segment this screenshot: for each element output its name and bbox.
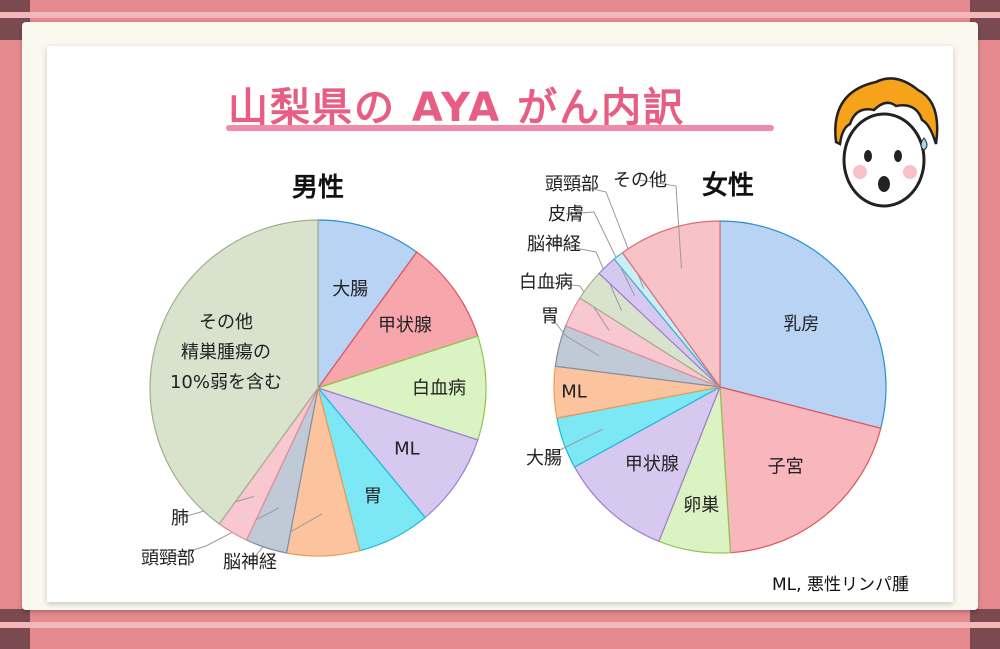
pie-slice [316, 386, 479, 519]
page-title: 山梨県の AYA がん内訳 [228, 85, 686, 131]
slice-label: 白血病 [519, 272, 573, 293]
slice-label: 胃 [541, 306, 559, 327]
leader-line [543, 428, 604, 459]
slice-label: 甲状腺 [625, 454, 679, 475]
female-chart-title: 女性 [702, 170, 754, 201]
title-underline [226, 125, 774, 131]
slice-label: 皮膚 [548, 204, 584, 225]
corner-decoration [970, 609, 1000, 649]
pie-slice [149, 219, 319, 525]
slice-label: 子宮 [768, 456, 804, 477]
slice-label: 大腸 [332, 279, 368, 300]
slice-label: 甲状腺 [378, 315, 432, 336]
top-stripe [0, 12, 1000, 18]
pie-slice [621, 220, 721, 389]
slice-label: ML [394, 438, 420, 459]
pie-slice [316, 251, 479, 390]
leader-line [639, 179, 682, 269]
slice-label: 卵巣 [683, 495, 719, 516]
footnote: ML, 悪性リンパ腫 [772, 575, 909, 595]
pie-slice [719, 386, 882, 554]
leader-line [553, 243, 623, 311]
pie-slice [719, 220, 887, 430]
slice-label: 胃 [364, 486, 382, 507]
slice-label: 乳房 [783, 314, 819, 335]
slice-label: ML [561, 382, 587, 403]
pie-slice [316, 335, 487, 441]
slice-label: 脳神経 [223, 552, 277, 573]
slice-label: 肺 [171, 508, 189, 529]
leader-line [549, 315, 600, 357]
male-chart-title: 男性 [292, 173, 344, 203]
bottom-stripe [0, 622, 1000, 628]
slice-label: 脳神経 [527, 234, 581, 255]
surprised-face-icon [834, 77, 939, 208]
slice-label: 大腸 [526, 448, 562, 469]
slice-label: 白血病 [412, 378, 466, 399]
pie-slice [573, 385, 722, 543]
corner-decoration [0, 609, 30, 649]
leader-line [249, 513, 323, 563]
pie-slice [317, 219, 418, 390]
slice-label: 頭頸部 [141, 548, 195, 569]
leader-line [545, 281, 610, 331]
slice-label: その他精巣腫瘍の 10%弱を含む [170, 312, 282, 393]
slice-label: 頭頸部 [545, 174, 599, 195]
slice-label: その他 [613, 170, 667, 191]
